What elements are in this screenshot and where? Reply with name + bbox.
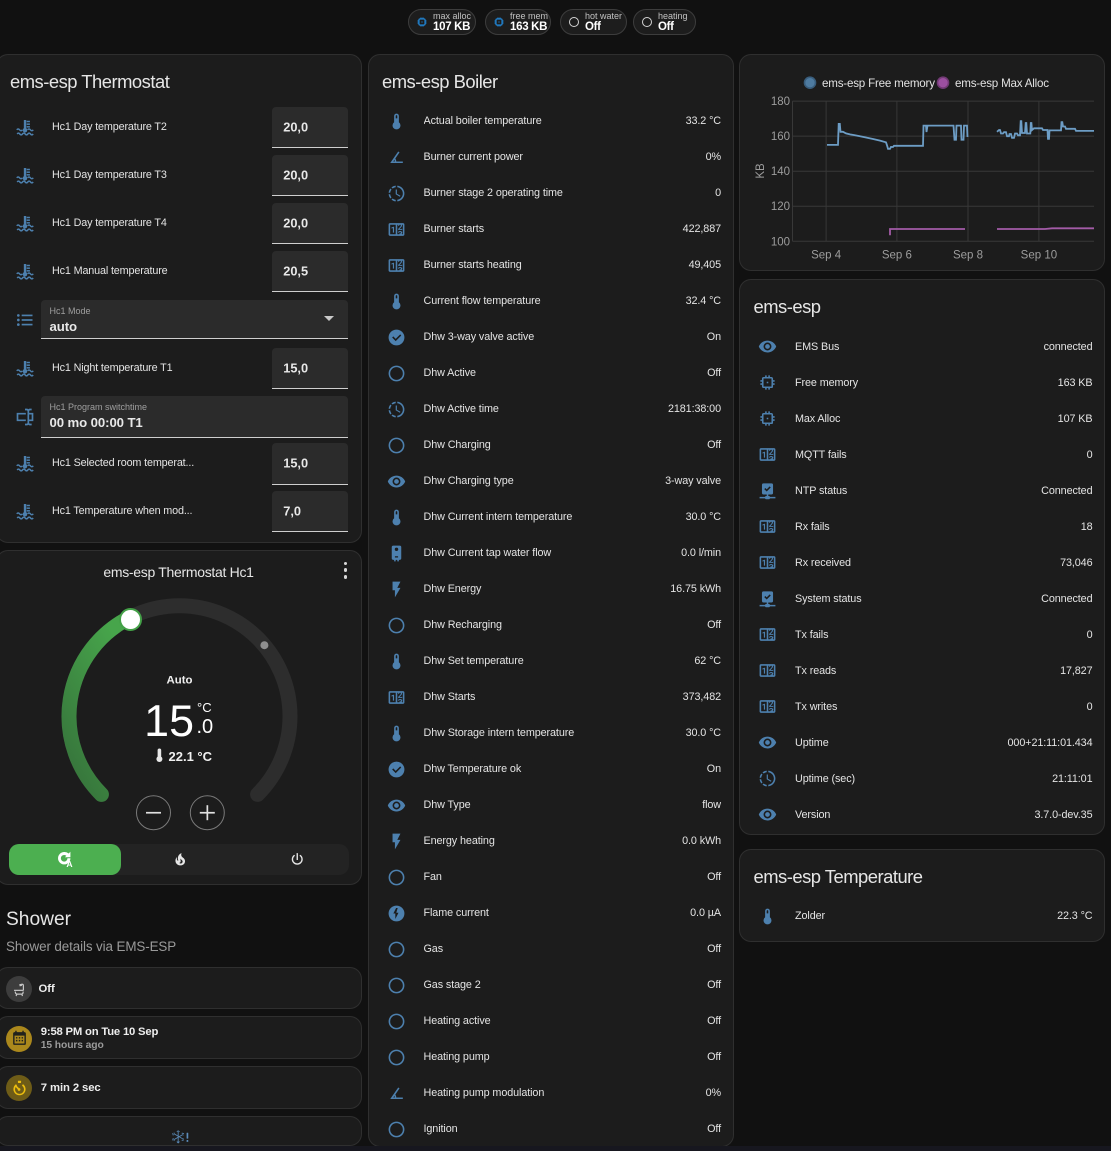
svg-text:KB: KB: [755, 163, 767, 179]
svg-text:15: 15: [144, 696, 194, 746]
svg-text:Sep 6: Sep 6: [882, 249, 912, 261]
svg-text:140: 140: [771, 166, 790, 178]
svg-text:ems-esp Max Alloc: ems-esp Max Alloc: [955, 76, 1049, 89]
svg-text:160: 160: [771, 131, 790, 143]
svg-text:°C: °C: [197, 700, 212, 715]
svg-text:.0: .0: [196, 715, 213, 737]
svg-text:Auto: Auto: [166, 674, 192, 686]
svg-text:Sep 10: Sep 10: [1021, 249, 1057, 261]
svg-text:120: 120: [771, 201, 790, 213]
svg-text:ems-esp Free memory: ems-esp Free memory: [822, 76, 935, 89]
svg-text:100: 100: [771, 236, 790, 248]
svg-text:22.1 °C: 22.1 °C: [168, 749, 212, 764]
svg-text:180: 180: [771, 96, 790, 108]
svg-text:Sep 8: Sep 8: [953, 249, 983, 261]
svg-text:Sep 4: Sep 4: [811, 249, 842, 261]
